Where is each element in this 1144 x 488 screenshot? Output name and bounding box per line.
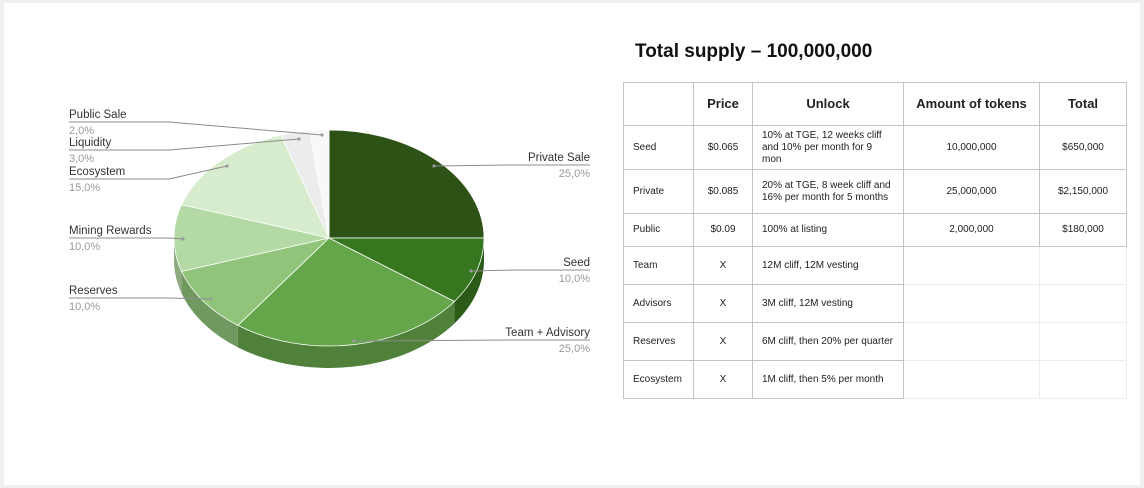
sheet: Private Sale 25,0% Seed 10,0% Team + Advisor… — [4, 3, 1140, 485]
row-amount — [903, 246, 1040, 285]
table-row: Ecosystem X 1M cliff, then 5% per month — [623, 360, 1127, 399]
slice-label-ecosystem: Ecosystem — [69, 166, 125, 178]
row-total: $2,150,000 — [1039, 169, 1127, 214]
row-unlock: 100% at listing — [752, 213, 904, 247]
row-price: X — [693, 360, 753, 399]
pie-slice-private-sale — [328, 129, 485, 239]
table-row: Team X 12M cliff, 12M vesting — [623, 246, 1127, 285]
row-unlock: 6M cliff, then 20% per quarter — [752, 322, 904, 361]
pie-slice-reserves — [181, 237, 331, 326]
header-row: Price Unlock Amount of tokens Total — [623, 82, 1127, 126]
table-row: Advisors X 3M cliff, 12M vesting — [623, 284, 1127, 323]
row-amount — [903, 322, 1040, 361]
row-name: Seed — [623, 125, 694, 170]
row-amount: 2,000,000 — [903, 213, 1040, 247]
table-title: Total supply – 100,000,000 — [635, 41, 873, 62]
pie-chart: Private Sale 25,0% Seed 10,0% Team + Advisor… — [69, 109, 590, 368]
leader-line-seed — [470, 269, 590, 272]
pie-side-reserves — [181, 271, 238, 348]
row-name: Advisors — [623, 284, 694, 323]
leader-line-reserves — [69, 297, 212, 300]
row-price: X — [693, 284, 753, 323]
slice-pct-ecosystem: 15,0% — [69, 182, 100, 194]
row-name: Ecosystem — [623, 360, 694, 399]
slice-pct-private-sale: 25,0% — [559, 168, 590, 180]
table-row: Seed $0.065 10% at TGE, 12 weeks cliff a… — [623, 125, 1127, 170]
leader-dot-ecosystem — [225, 164, 229, 168]
row-total: $180,000 — [1039, 213, 1127, 247]
pie-slices — [173, 129, 485, 347]
pie-side-mining-rewards — [174, 238, 182, 294]
row-total: $650,000 — [1039, 125, 1127, 170]
slice-label-public-sale: Public Sale — [69, 109, 127, 121]
slice-label-team-advisory: Team + Advisory — [505, 327, 590, 339]
slice-label-seed: Seed — [563, 257, 590, 269]
row-total — [1039, 322, 1127, 361]
row-price: X — [693, 246, 753, 285]
row-name: Private — [623, 169, 694, 214]
leader-dot-public-sale — [320, 133, 324, 137]
table-row: Private $0.085 20% at TGE, 8 week cliff … — [623, 169, 1127, 214]
slice-pct-public-sale: 2,0% — [69, 125, 94, 137]
slice-pct-liquidity: 3,0% — [69, 153, 94, 165]
row-amount — [903, 284, 1040, 323]
row-total — [1039, 284, 1127, 323]
row-price: $0.085 — [693, 169, 753, 214]
pie-slice-team-advisory — [237, 237, 456, 347]
row-name: Reserves — [623, 322, 694, 361]
leader-line-team-advisory — [353, 339, 590, 342]
row-unlock: 3M cliff, 12M vesting — [752, 284, 904, 323]
header-cell: Unlock — [752, 82, 904, 126]
row-total — [1039, 246, 1127, 285]
row-unlock: 1M cliff, then 5% per month — [752, 360, 904, 399]
token-table: Price Unlock Amount of tokens Total Seed… — [623, 82, 1127, 399]
row-name: Public — [623, 213, 694, 247]
pie-side-team-advisory — [237, 301, 455, 368]
leader-dot-mining-rewards — [181, 237, 185, 241]
leader-dot-reserves — [209, 297, 213, 301]
pie-side-seed — [454, 238, 484, 324]
pie-slice-seed — [328, 237, 485, 302]
slice-pct-reserves: 10,0% — [69, 301, 100, 313]
leader-dot-liquidity — [297, 137, 301, 141]
leader-line-ecosystem — [69, 165, 228, 180]
pie-slice-ecosystem — [181, 134, 330, 239]
table-row: Public $0.09 100% at listing 2,000,000 $… — [623, 213, 1127, 247]
leader-dot-private-sale — [432, 164, 436, 168]
slice-label-liquidity: Liquidity — [69, 137, 111, 149]
header-cell: Amount of tokens — [903, 82, 1040, 126]
row-price: X — [693, 322, 753, 361]
row-unlock: 20% at TGE, 8 week cliff and 16% per mon… — [752, 169, 904, 214]
row-price: $0.065 — [693, 125, 753, 170]
slice-pct-team-advisory: 25,0% — [559, 343, 590, 355]
row-amount: 25,000,000 — [903, 169, 1040, 214]
header-cell: Total — [1039, 82, 1127, 126]
slice-label-private-sale: Private Sale — [528, 152, 590, 164]
slice-pct-seed: 10,0% — [559, 273, 590, 285]
leader-line-liquidity — [69, 138, 300, 151]
row-amount — [903, 360, 1040, 399]
leader-dot-team-advisory — [352, 339, 356, 343]
table-row: Reserves X 6M cliff, then 20% per quarte… — [623, 322, 1127, 361]
header-cell: Price — [693, 82, 753, 126]
leader-line-public-sale — [69, 121, 323, 136]
slice-pct-mining-rewards: 10,0% — [69, 241, 100, 253]
slice-label-reserves: Reserves — [69, 285, 118, 297]
row-amount: 10,000,000 — [903, 125, 1040, 170]
slice-label-mining-rewards: Mining Rewards — [69, 225, 152, 237]
pie-sides — [174, 238, 484, 368]
row-price: $0.09 — [693, 213, 753, 247]
pie-slice-public-sale — [309, 129, 330, 239]
pie-labels: Private Sale 25,0% Seed 10,0% Team + Advisor… — [69, 109, 590, 355]
leader-dot-seed — [469, 269, 473, 273]
row-unlock: 12M cliff, 12M vesting — [752, 246, 904, 285]
row-unlock: 10% at TGE, 12 weeks cliff and 10% per m… — [752, 125, 904, 170]
row-name: Team — [623, 246, 694, 285]
leader-line-mining-rewards — [69, 237, 184, 240]
leader-line-private-sale — [433, 164, 590, 167]
header-cell — [623, 82, 694, 126]
row-total — [1039, 360, 1127, 399]
